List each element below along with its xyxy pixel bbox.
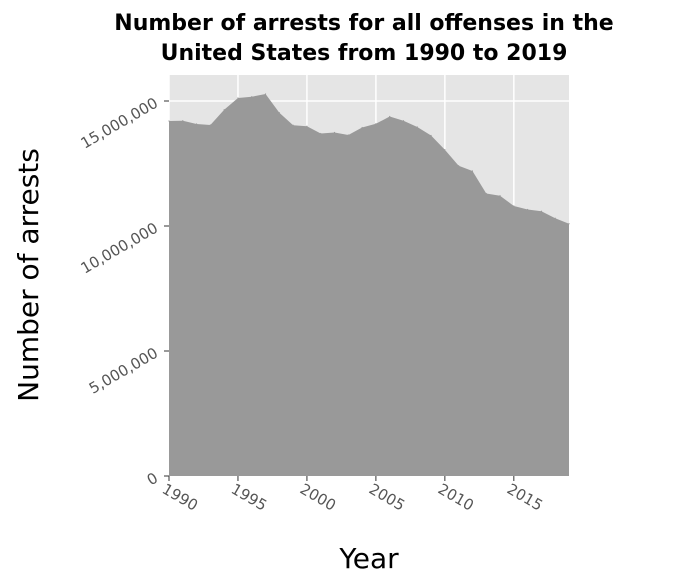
data-point (347, 134, 349, 136)
data-point (540, 210, 543, 212)
y-axis-title: Number of arrests (12, 148, 45, 402)
y-tick-label: 0 (144, 469, 161, 489)
data-point (306, 125, 308, 127)
x-tick-label: 2010 (435, 480, 477, 515)
data-point (527, 208, 529, 211)
area-series (169, 94, 569, 476)
data-point (320, 132, 322, 135)
data-point (361, 126, 363, 129)
y-tick-label: 10,000,000 (78, 219, 161, 278)
data-point (485, 192, 487, 195)
data-point (416, 126, 418, 128)
chart-title-line-2: United States from 1990 to 2019 (161, 41, 568, 66)
data-point (402, 120, 405, 122)
data-point (568, 223, 570, 225)
data-point (195, 123, 198, 125)
x-tick-label: 2015 (504, 480, 546, 515)
x-tick-label: 2005 (366, 480, 408, 515)
data-point (251, 96, 253, 98)
data-point (499, 195, 501, 197)
data-point (182, 120, 184, 122)
data-point (168, 120, 170, 122)
data-point (237, 97, 239, 99)
data-point (209, 124, 211, 126)
data-point (444, 149, 446, 151)
y-tick-label: 5,000,000 (86, 344, 161, 398)
x-axis-title: Year (338, 542, 399, 575)
y-tick-label: 15,000,000 (78, 94, 161, 153)
data-point (292, 124, 294, 126)
data-point (264, 93, 267, 95)
data-point (471, 170, 474, 172)
data-point (223, 109, 225, 111)
data-point (513, 205, 515, 207)
x-tick-label: 1995 (228, 480, 270, 515)
data-point (430, 134, 432, 137)
data-points (168, 93, 570, 225)
chart-title-line-1: Number of arrests for all offenses in th… (114, 11, 613, 36)
data-point (333, 131, 336, 134)
data-point (554, 217, 556, 219)
data-point (389, 115, 391, 118)
x-tick-label: 2000 (297, 480, 339, 515)
x-tick-label: 1990 (159, 480, 201, 515)
data-point (458, 165, 460, 167)
data-point (278, 112, 280, 114)
data-point (375, 123, 377, 125)
